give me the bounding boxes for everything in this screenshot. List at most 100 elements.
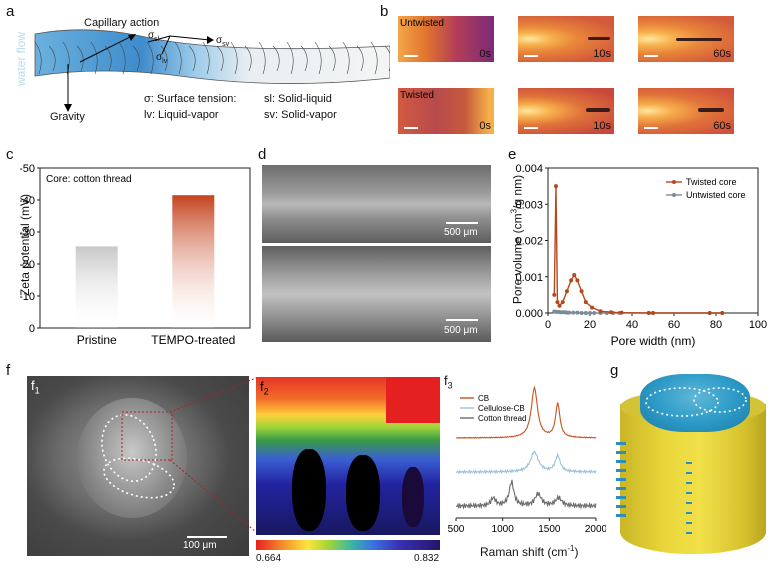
legend-solid-vapor: sv: Solid-vapor: [264, 109, 337, 121]
x-tick-label: 2000: [585, 524, 606, 535]
y-tick-label: -20: [20, 259, 35, 271]
thermal-scale-bar: [644, 127, 658, 129]
rope-strand: [160, 45, 168, 72]
data-point: [651, 311, 655, 315]
time-label: 0s: [479, 120, 491, 132]
thermal-untwisted-0s: Untwisted 0s: [398, 16, 494, 62]
data-point: [571, 310, 576, 315]
x-tick-label: 80: [710, 319, 722, 331]
data-point: [646, 311, 651, 315]
x-tick-label: 60: [668, 319, 680, 331]
legend-label: Cotton thread: [478, 414, 526, 423]
data-point: [572, 272, 577, 277]
spectrum-line: [455, 449, 597, 475]
x-axis-label: Pore width (nm): [611, 334, 696, 348]
legend-surface-tension: σ: Surface tension:: [144, 93, 237, 105]
data-point: [619, 310, 624, 315]
time-label: 10s: [593, 48, 611, 60]
panel-e-label: e: [508, 146, 517, 163]
x-tick-label: 500: [448, 524, 465, 535]
untwisted-label: Untwisted: [400, 18, 444, 29]
water-flow-label: water flow: [14, 31, 28, 87]
time-label: 10s: [593, 120, 611, 132]
panel-a-label: a: [6, 3, 15, 20]
rope-strand: [146, 41, 154, 75]
y-tick-label: 0.000: [515, 308, 543, 320]
fiber-bundle: [640, 374, 750, 432]
x-tick-label: TEMPO-treated: [151, 333, 235, 347]
y-tick-label: 0: [29, 323, 35, 335]
f1-label: f1: [31, 378, 40, 396]
thermal-scale-bar: [524, 55, 538, 57]
data-point: [575, 278, 580, 283]
legend-label: CB: [478, 394, 489, 403]
raman-xlabel: Raman shift (cm-1): [480, 544, 579, 559]
rope-strand: [76, 45, 84, 72]
x-tick-label: 1500: [538, 524, 561, 535]
scale-bar-label: 500 μm: [444, 227, 478, 238]
rope-strand: [300, 45, 308, 72]
zeta-chart: 0 -10 -20 -30 -40 -50 Pristine TEMPO-treated Cor…: [20, 163, 251, 347]
y-tick-label: 0.004: [515, 163, 543, 175]
rope-strand: [104, 45, 112, 72]
legend-marker: [672, 180, 676, 184]
x-tick-label: 1000: [492, 524, 515, 535]
rope-strand: [230, 41, 238, 75]
legend-label: Untwisted core: [686, 190, 746, 200]
thermal-scale-bar: [404, 55, 418, 57]
colorbar: [256, 540, 440, 550]
y-tick-label: 0.002: [515, 236, 543, 248]
scale-bar-line: [446, 222, 478, 224]
thermal-twisted-60s: 60s: [638, 88, 734, 134]
thermal-untwisted-10s: 10s: [518, 16, 614, 62]
rope-strand: [328, 45, 336, 72]
rope-strand: [34, 41, 42, 75]
data-point: [560, 300, 565, 305]
data-point: [590, 305, 595, 310]
gravity-label: Gravity: [50, 111, 85, 123]
panel-b-label: b: [380, 3, 389, 20]
time-label: 60s: [713, 48, 731, 60]
capillary-action-label: Capillary action: [84, 17, 160, 29]
bar: [75, 246, 118, 328]
colorbar-max: 0.832: [414, 553, 440, 564]
time-label: 60s: [713, 120, 731, 132]
colorbar-min: 0.664: [256, 553, 282, 564]
zoom-connector: [170, 377, 257, 533]
y-tick-label: 0.003: [515, 199, 543, 211]
data-point: [609, 310, 613, 315]
sigma-sl-label: σsl: [148, 30, 160, 43]
bar: [172, 195, 215, 328]
sem-image-bottom: 500 μm: [262, 246, 491, 342]
rope-strand: [370, 41, 378, 75]
chart-annotation: Core: cotton thread: [46, 174, 132, 185]
y-tick-label: -50: [20, 163, 35, 175]
capillary-arrow: [79, 35, 133, 63]
series-line: [553, 186, 723, 314]
rope-strand: [118, 41, 126, 75]
legend-solid-liquid: sl: Solid-liquid: [264, 93, 332, 105]
legend-marker: [672, 193, 676, 197]
rope-strand: [188, 45, 196, 72]
sem-cross-section: f1 100 μm: [27, 376, 249, 556]
spectrum-line: [455, 479, 597, 510]
pore-chart: 0 20 40 60 80 100 0.000 0.001 0.002 0.003 0.004 Por…: [515, 163, 767, 348]
data-point: [552, 292, 557, 297]
x-tick-label: 20: [584, 319, 596, 331]
data-point: [720, 311, 725, 315]
y-tick-label: -40: [20, 195, 35, 207]
data-point: [555, 300, 560, 305]
thermal-twisted-10s: 10s: [518, 88, 614, 134]
panel-f-label: f: [6, 362, 11, 379]
rope-strand: [132, 45, 140, 72]
data-point: [575, 310, 580, 315]
rope-illustration: [34, 29, 390, 112]
legend-label: Cellulose-CB: [478, 404, 525, 413]
rope-strand: [286, 41, 294, 75]
rope-strand: [258, 41, 266, 75]
data-point: [707, 311, 712, 315]
y-tick-label: 0.001: [515, 272, 543, 284]
plot-frame: [39, 167, 251, 329]
y-tick-label: -30: [20, 227, 35, 239]
